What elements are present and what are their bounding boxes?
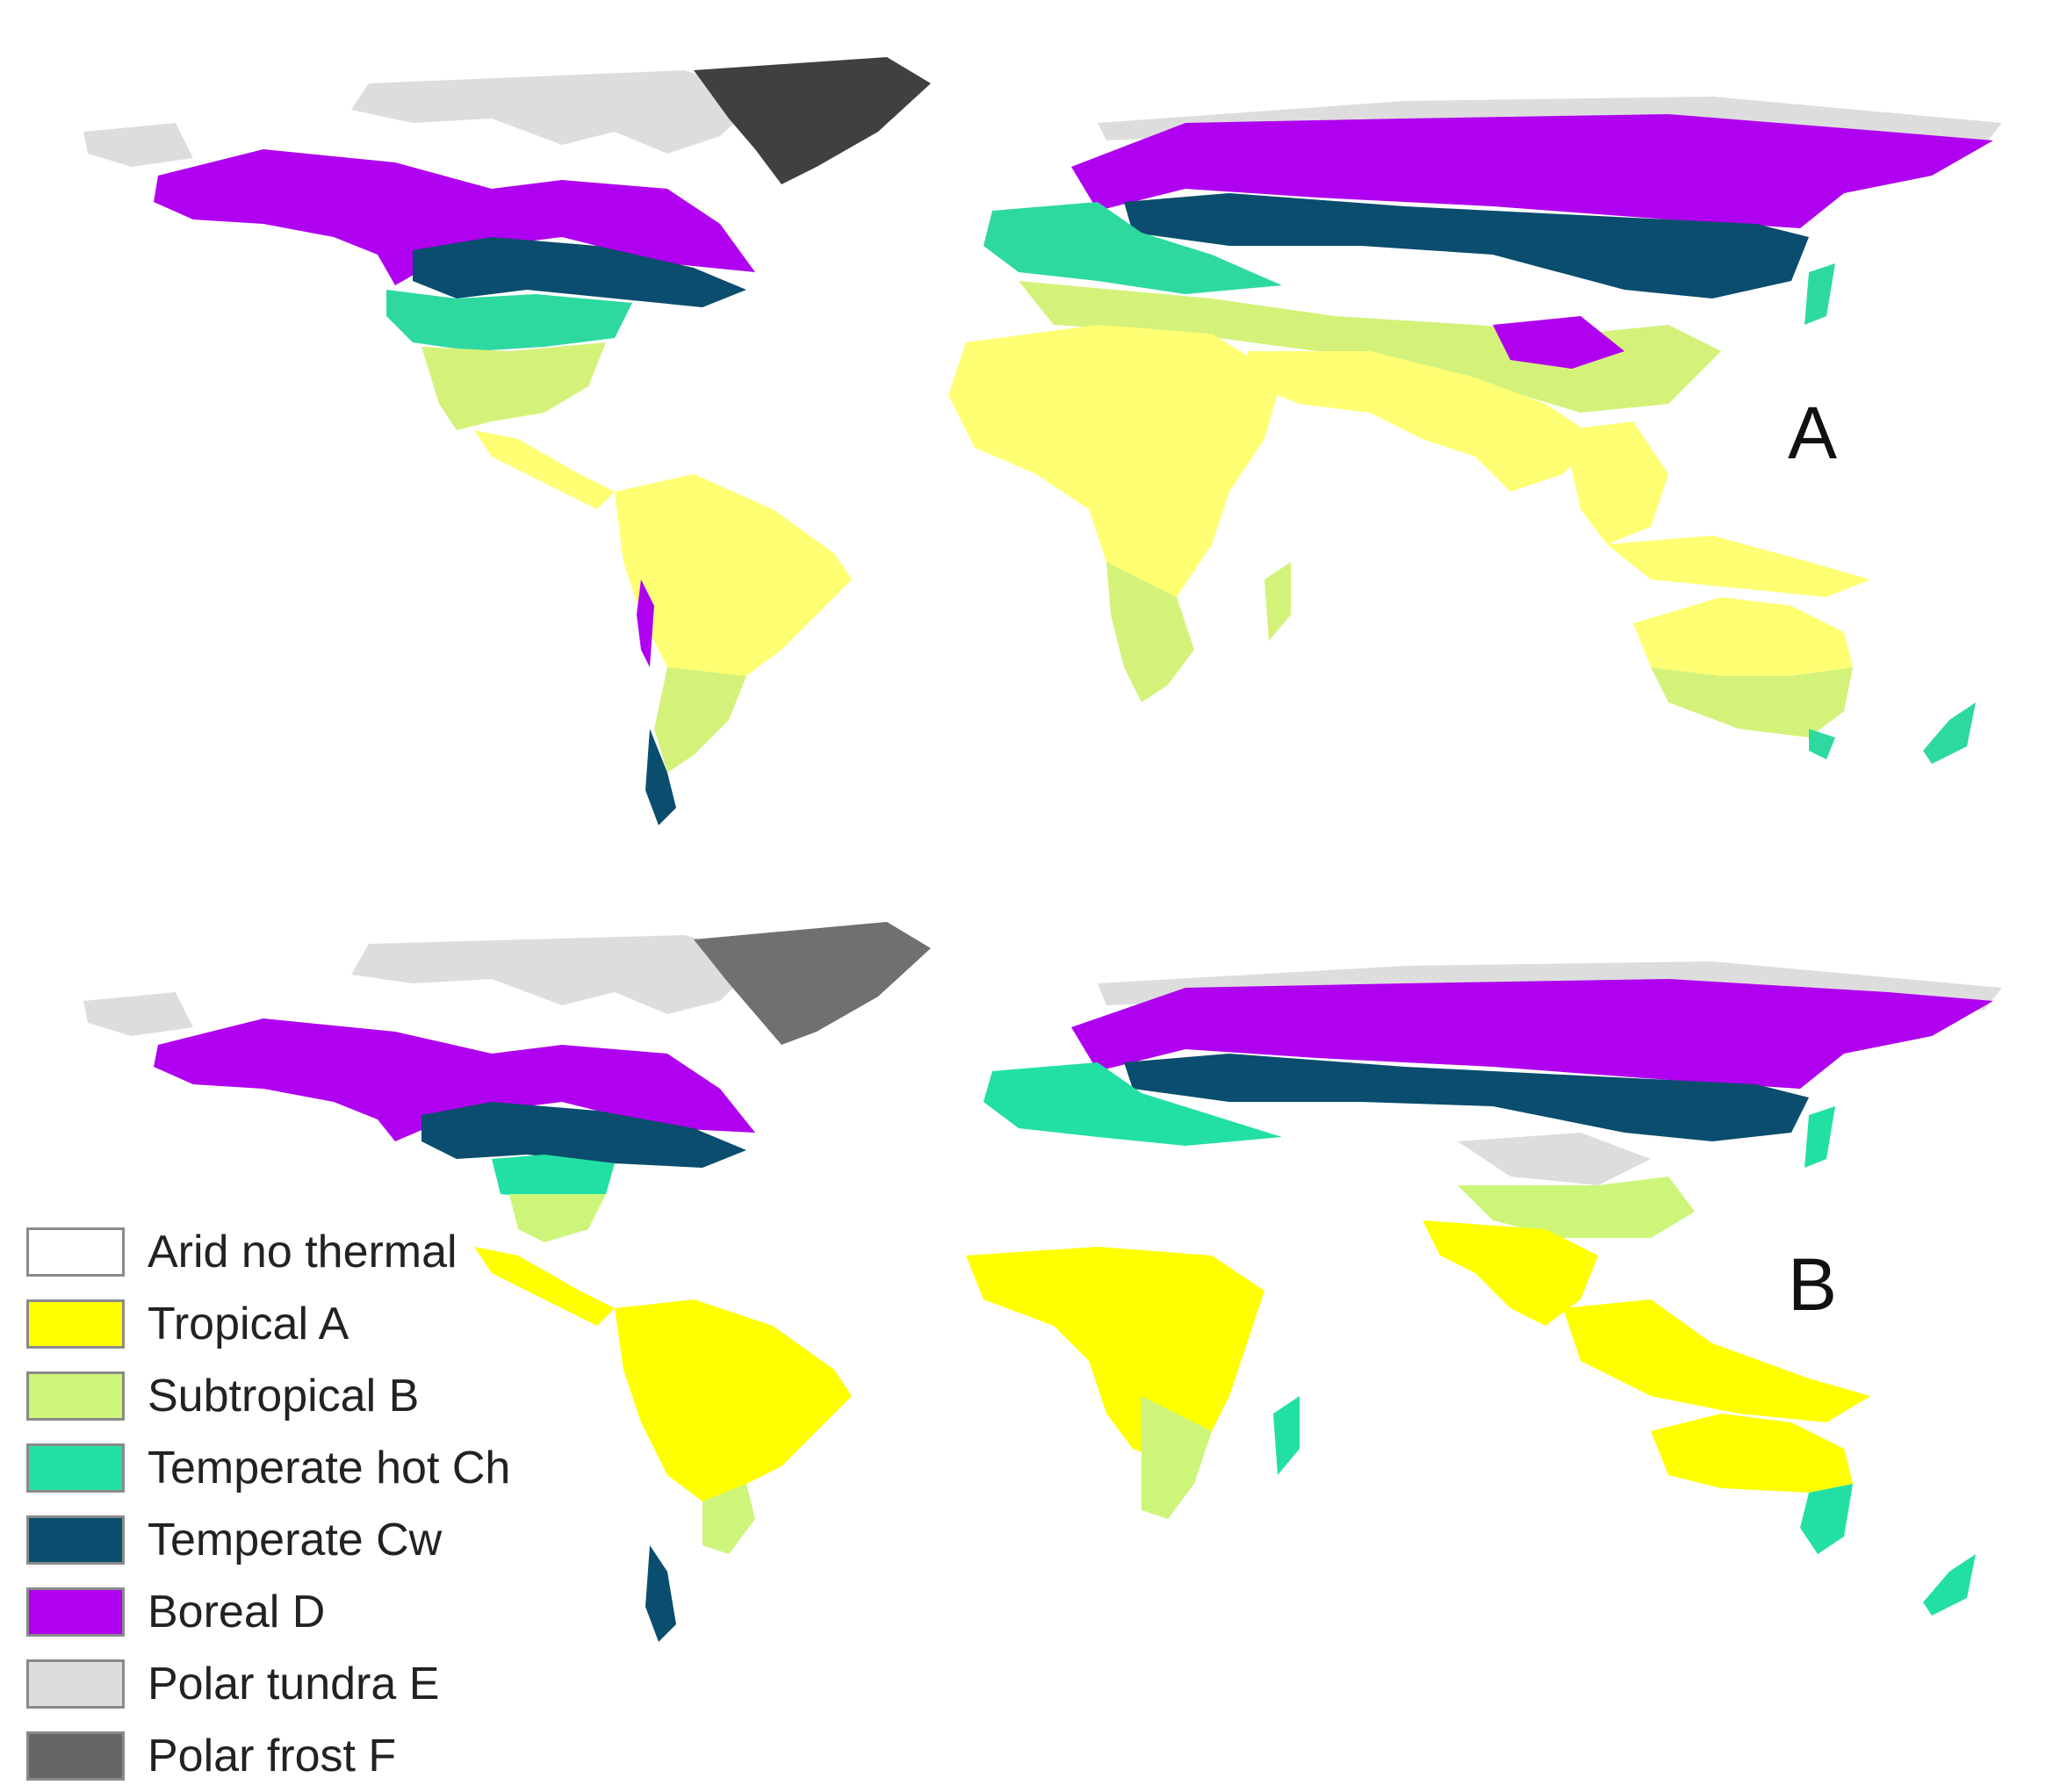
- legend-label: Polar tundra E: [148, 1659, 440, 1709]
- arctic-tundra-na-b: [351, 935, 764, 1014]
- subtropical-asia: [1019, 281, 1721, 413]
- south-america-tropical-b: [615, 1299, 852, 1501]
- africa-tropical: [948, 325, 1282, 606]
- africa-subtropical: [1106, 562, 1194, 702]
- boreal-eurasia-b: [1071, 979, 1993, 1089]
- legend-swatch: [26, 1227, 125, 1277]
- subtropical-na: [421, 342, 606, 430]
- legend-item: Temperate hot Ch: [26, 1432, 510, 1504]
- australia-subtropical: [1651, 667, 1853, 738]
- legend-item: Boreal D: [26, 1576, 510, 1648]
- legend-item: Polar frost F: [26, 1720, 510, 1792]
- australia-temperate: [1809, 729, 1835, 759]
- new-zealand-b: [1923, 1554, 1976, 1616]
- subtropical-china-b: [1458, 1177, 1695, 1238]
- temperate-hot-europe-b: [983, 1062, 1282, 1146]
- legend-label: Temperate Cw: [148, 1515, 443, 1565]
- legend-label: Polar frost F: [148, 1731, 397, 1781]
- legend-label: Tropical A: [148, 1299, 349, 1349]
- temperate-hot-europe: [983, 202, 1282, 294]
- south-asia-tropical: [1247, 351, 1598, 492]
- greenland-frost-b: [694, 922, 931, 1045]
- legend-item: Tropical A: [26, 1288, 510, 1360]
- legend-label: Boreal D: [148, 1587, 326, 1637]
- andes-boreal: [637, 579, 654, 667]
- temperate-hot-na: [386, 290, 632, 351]
- climate-map-b: [83, 922, 2002, 1642]
- legend-label: Arid no thermal: [148, 1227, 457, 1277]
- legend-label: Temperate hot Ch: [148, 1443, 511, 1493]
- boreal-eurasia: [1071, 114, 1993, 228]
- japan-b: [1804, 1106, 1835, 1168]
- temperate-hot-na-b: [492, 1155, 615, 1198]
- legend-item: Temperate Cw: [26, 1504, 510, 1576]
- south-america-temperate: [645, 729, 676, 825]
- central-america-tropical: [474, 430, 615, 509]
- south-america-temperate-b: [645, 1545, 676, 1642]
- temperate-cw-na: [413, 237, 746, 307]
- australia-temperate-b: [1800, 1484, 1853, 1554]
- legend-swatch: [26, 1371, 125, 1421]
- madagascar: [1264, 562, 1291, 641]
- panel-label-a: A: [1788, 392, 1838, 474]
- indonesia-tropical: [1607, 536, 1870, 597]
- legend-swatch: [26, 1443, 125, 1493]
- arctic-tundra-na: [351, 70, 764, 154]
- legend-item: Arid no thermal: [26, 1216, 510, 1288]
- se-asia-tropical: [1563, 421, 1668, 544]
- japan: [1804, 263, 1835, 325]
- boreal-na: [154, 149, 755, 285]
- legend-swatch: [26, 1299, 125, 1349]
- africa-subtropical-b: [1142, 1396, 1212, 1519]
- legend-label: Subtropical B: [148, 1371, 420, 1421]
- temperate-cw-eurasia: [1124, 193, 1809, 299]
- alaska-tundra-b: [83, 992, 193, 1036]
- south-america-subtropical-b: [702, 1484, 755, 1554]
- panel-label-b: B: [1788, 1243, 1838, 1326]
- legend-swatch: [26, 1587, 125, 1637]
- south-asia-tropical-b: [1423, 1220, 1598, 1326]
- australia-tropical: [1633, 597, 1853, 676]
- legend-item: Subtropical B: [26, 1360, 510, 1432]
- legend-item: Polar tundra E: [26, 1648, 510, 1720]
- greenland-frost: [694, 57, 931, 184]
- new-zealand: [1923, 702, 1976, 764]
- south-america-subtropical: [654, 667, 746, 773]
- temperate-cw-na-b: [421, 1102, 746, 1168]
- central-america-tropical-b: [474, 1247, 615, 1326]
- legend-swatch: [26, 1515, 125, 1565]
- boreal-na-b: [154, 1018, 755, 1141]
- alaska-tundra: [83, 123, 193, 167]
- legend-swatch: [26, 1659, 125, 1709]
- subtropical-na-b: [509, 1194, 606, 1242]
- africa-tropical-b: [966, 1247, 1264, 1466]
- legend-swatch: [26, 1731, 125, 1781]
- south-america-tropical: [615, 474, 852, 702]
- temperate-cw-eurasia-b: [1124, 1054, 1809, 1141]
- indonesia-tropical-b: [1563, 1299, 1870, 1422]
- climate-map-a: [83, 57, 2002, 825]
- madagascar-b: [1273, 1396, 1300, 1475]
- asia-tundra-b: [1458, 1133, 1651, 1185]
- tibet-boreal: [1493, 316, 1624, 369]
- australia-tropical-b: [1651, 1414, 1853, 1493]
- legend: Arid no thermal Tropical A Subtropical B Te…: [26, 1216, 510, 1792]
